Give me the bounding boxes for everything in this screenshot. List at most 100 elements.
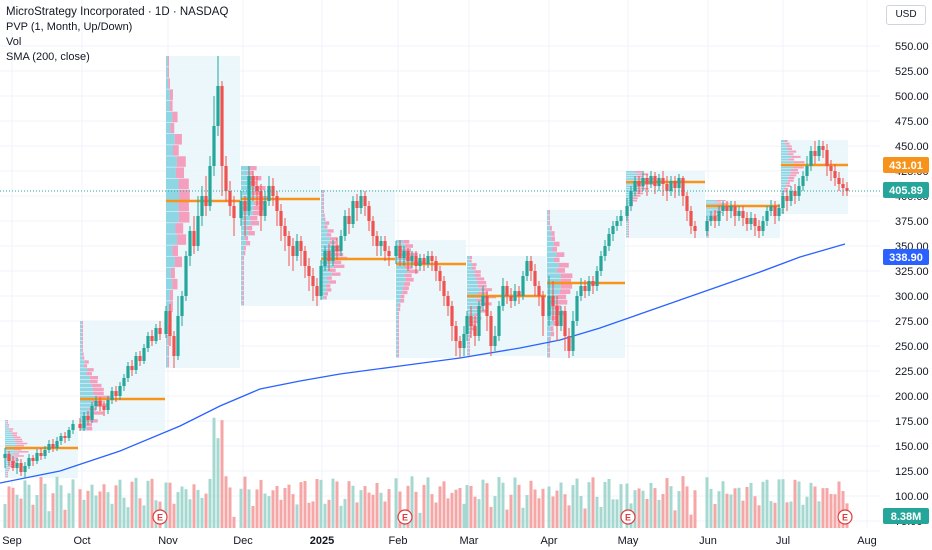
candle (307, 258, 311, 291)
indicator-sma-label[interactable]: SMA (200, close) (6, 51, 90, 63)
profile-row-up (781, 211, 783, 214)
candle (619, 210, 623, 226)
candle-body (102, 406, 106, 410)
candle-body (729, 206, 733, 211)
candle (473, 316, 477, 346)
profile-row-down (81, 321, 83, 325)
profile-row-up (80, 391, 94, 396)
candle-body (15, 463, 19, 468)
candle-body (821, 146, 825, 150)
profile-row-up (5, 424, 8, 426)
profile-row-down (93, 391, 104, 396)
volume-bar (442, 481, 446, 528)
candle-body (134, 356, 138, 370)
profile-row-down (252, 211, 263, 216)
symbol-title[interactable]: MicroStrategy Incorporated · 1D · NASDAQ (6, 6, 229, 18)
candle (497, 301, 501, 341)
candle (343, 210, 347, 241)
candle-body (239, 201, 243, 218)
profile-row-up (241, 271, 243, 276)
profile-row-up (321, 252, 334, 257)
profile-row-up (80, 340, 82, 344)
profile-row-up (626, 228, 628, 231)
candle-body (430, 256, 434, 261)
candle (603, 240, 607, 261)
y-tick-label: 375.00 (895, 216, 929, 228)
candle-body (845, 188, 849, 191)
candle-body (595, 271, 599, 286)
candle-body (469, 316, 473, 326)
candle-body (228, 191, 232, 206)
profile-row-up (396, 269, 409, 274)
volume-bar (603, 481, 607, 528)
profile-row-down (718, 202, 730, 204)
volume-bar (379, 492, 383, 528)
candle-body (689, 211, 693, 226)
earnings-marker[interactable]: E (397, 509, 413, 525)
profile-row-down (9, 430, 13, 432)
candle (255, 176, 259, 206)
candle-body (130, 366, 134, 370)
candle-body (773, 206, 777, 216)
volume-bars (3, 417, 849, 528)
profile-row-up (241, 286, 243, 291)
profile-row-up (396, 307, 399, 312)
profile-row-up (781, 145, 787, 148)
profile-row-up (80, 344, 82, 348)
candle (383, 236, 387, 261)
candle (633, 176, 637, 196)
candle-body (685, 196, 689, 211)
profile-row-up (166, 145, 174, 156)
price-axis: 550.00525.00500.00475.00450.00425.00400.… (895, 41, 929, 528)
volume-bar (90, 484, 94, 528)
volume-bar (271, 490, 275, 528)
profile-row-up (80, 364, 84, 368)
candle-body (371, 221, 375, 236)
y-tick-label: 300.00 (895, 291, 929, 303)
volume-bar (15, 494, 19, 528)
currency-button[interactable]: USD (886, 5, 926, 25)
volume-bar (661, 493, 665, 528)
profile-row-up (166, 100, 170, 112)
candle (398, 240, 402, 266)
candle-body (383, 241, 387, 251)
profile-row-down (322, 197, 324, 202)
volume-bar (347, 481, 351, 528)
earnings-marker[interactable]: E (152, 509, 168, 525)
earnings-marker[interactable]: E (620, 509, 636, 525)
candle-body (418, 258, 422, 266)
candle (78, 418, 82, 431)
indicator-pvp-label[interactable]: PVP (1, Month, Up/Down) (6, 21, 133, 33)
candle (15, 458, 19, 474)
profile-row-down (548, 220, 551, 226)
candle (595, 266, 599, 291)
profile-row-down (167, 67, 169, 78)
indicator-vol-label[interactable]: Vol (6, 36, 22, 48)
profile-row-up (706, 216, 710, 218)
volume-bar (607, 478, 611, 528)
candle (477, 301, 481, 341)
profile-row-up (5, 463, 11, 465)
profile-row-down (14, 440, 23, 443)
profile-row-up (396, 290, 403, 295)
volume-bar (371, 494, 375, 528)
profile-row-up (781, 150, 790, 153)
profile-row-down (324, 296, 327, 300)
earnings-label: E (157, 513, 163, 523)
volume-bar (615, 499, 619, 528)
candle (817, 140, 821, 161)
volume-bar (200, 497, 204, 528)
candle (39, 448, 43, 460)
candle-body (801, 176, 805, 186)
profile-row-up (241, 181, 250, 186)
profile-row-down (177, 234, 187, 245)
candle-body (583, 286, 587, 291)
x-tick-label: Nov (158, 535, 178, 547)
candle-body (43, 450, 47, 456)
volume-bar (641, 490, 645, 528)
candle (587, 276, 591, 296)
earnings-marker[interactable]: E (837, 509, 853, 525)
volume-bar (583, 508, 587, 528)
candle (567, 328, 571, 358)
